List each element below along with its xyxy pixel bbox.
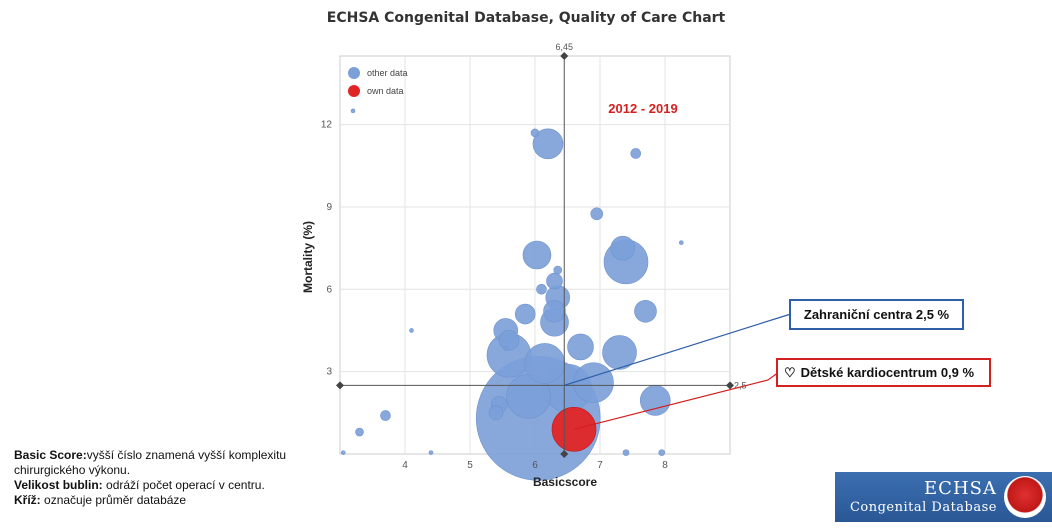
bubble-other	[602, 335, 637, 370]
explanation-basic-score: Basic Score:vyšší číslo znamená vyšší ko…	[14, 448, 287, 462]
bubble-layer	[340, 108, 684, 481]
bubble-other	[573, 362, 614, 403]
explanation-block: Basic Score:vyšší číslo znamená vyšší ko…	[14, 448, 286, 508]
y-tick-label: 12	[321, 120, 333, 131]
bubble-other	[488, 405, 504, 421]
x-tick-label: 5	[467, 460, 473, 471]
bubble-other	[524, 343, 566, 384]
bubble-other	[553, 265, 563, 275]
bubble-other	[567, 333, 594, 361]
echsa-logo: ECHSA Congenital Database	[835, 472, 1052, 522]
x-tick-label: 8	[662, 460, 668, 471]
bubble-other	[630, 148, 642, 159]
bubble-other	[678, 240, 684, 245]
bubble-other	[514, 303, 536, 325]
bubble-other	[610, 235, 636, 261]
cross-end-marker	[560, 450, 569, 458]
bubble-other	[350, 108, 356, 114]
bubble-other	[340, 450, 346, 455]
cross-end-marker	[336, 381, 344, 390]
callout-own-label: Dětské kardiocentrum 0,9 %	[800, 365, 975, 380]
bubble-other	[536, 284, 547, 295]
legend-marker	[348, 85, 360, 97]
bubble-other	[498, 329, 520, 351]
bubble-other	[503, 346, 509, 351]
page-title: ECHSA Congenital Database, Quality of Ca…	[326, 10, 726, 26]
bubble-other	[543, 299, 566, 323]
callout-lines	[564, 313, 792, 430]
heart-icon: ♡	[784, 364, 796, 380]
bubble-other	[355, 427, 364, 437]
x-tick-label: 7	[597, 460, 603, 471]
bubble-other	[658, 449, 666, 456]
bubble-other	[380, 410, 391, 421]
logo-line1: ECHSA	[924, 478, 997, 499]
average-x-label: 6,45	[555, 42, 573, 52]
heart-emblem-icon	[1004, 476, 1046, 518]
bubble-other	[428, 450, 434, 455]
explanation-basic-score-cont: chirurgického výkonu.	[14, 463, 131, 477]
axis-layer: 4 5 6 7 8 3 6 9 12 6,45 2,5 Basicscore Mortality (%)…	[301, 42, 747, 489]
bubble-other	[530, 128, 540, 138]
cross-end-marker	[560, 52, 569, 60]
explanation-bubble-size: Velikost bublin: odráží počet operací v …	[14, 478, 265, 492]
bubble-other	[532, 128, 564, 160]
x-tick-label: 6	[532, 460, 538, 471]
bubble-other	[522, 240, 552, 270]
bubble-other	[622, 449, 630, 456]
explanation-cross: Kříž: označuje průměr databáze	[14, 493, 187, 507]
bubble-other	[546, 272, 563, 290]
average-y-label: 2,5	[734, 380, 747, 390]
bubble-other	[590, 207, 604, 221]
legend-label: other data	[367, 68, 408, 78]
x-axis-title: Basicscore	[533, 475, 597, 489]
period-annotation: 2012 - 2019	[608, 101, 677, 116]
logo-line2: Congenital Database	[849, 500, 997, 515]
bubble-other	[409, 328, 414, 333]
y-tick-label: 3	[326, 367, 332, 378]
y-tick-label: 9	[326, 202, 332, 213]
callout-line-foreign	[564, 313, 792, 386]
y-tick-label: 6	[326, 284, 332, 295]
y-axis-title: Mortality (%)	[301, 221, 315, 293]
callout-foreign-centers: Zahraniční centra 2,5 %	[789, 299, 964, 330]
cross-end-marker	[726, 381, 734, 390]
legend-label: own data	[367, 86, 404, 96]
callout-foreign-label: Zahraniční centra 2,5 %	[803, 307, 950, 322]
x-tick-label: 4	[402, 460, 408, 471]
legend-marker	[348, 67, 360, 79]
bubble-other	[634, 299, 657, 323]
callout-own-center: ♡ Dětské kardiocentrum 0,9 %	[776, 358, 991, 387]
callout-line-own	[573, 371, 780, 430]
chart-legend[interactable]: other data own data	[348, 67, 408, 97]
